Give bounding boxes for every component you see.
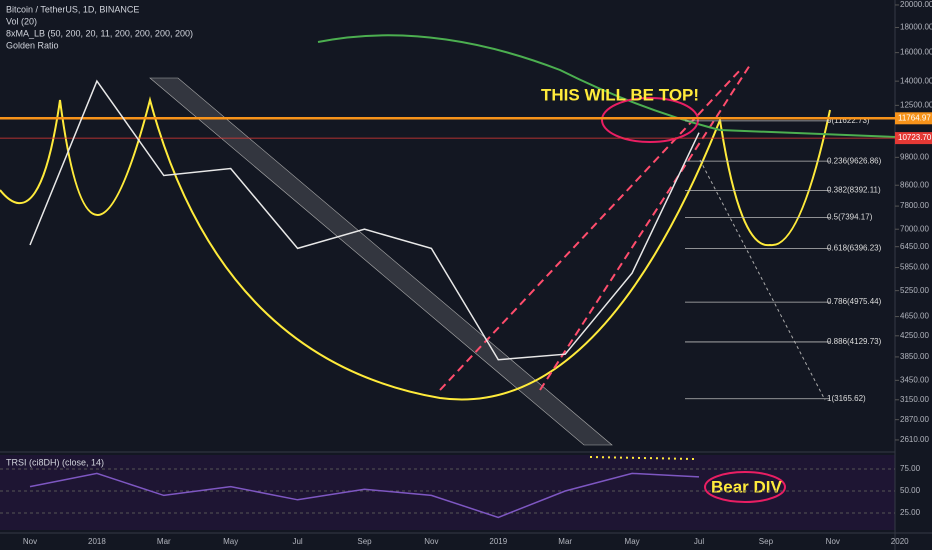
y-tick-label: 2870.00	[900, 415, 929, 424]
indicator-label: Golden Ratio	[6, 40, 59, 50]
fib-label: 0.5(7394.17)	[827, 213, 873, 222]
y-tick-label: 16000.00	[900, 48, 932, 57]
price-badge	[895, 132, 932, 145]
fib-label: 1(3165.62)	[827, 394, 866, 403]
y-tick-label: 4650.00	[900, 312, 929, 321]
fib-label: 0.886(4129.73)	[827, 337, 882, 346]
y-tick-label: 50.00	[900, 486, 921, 495]
projection-curve	[0, 96, 831, 401]
fib-label: 0.236(9626.86)	[827, 156, 882, 165]
x-tick-label: Sep	[759, 537, 774, 546]
y-tick-label: 2610.00	[900, 435, 929, 444]
y-tick-label: 75.00	[900, 464, 921, 473]
x-tick-label: 2019	[489, 537, 507, 546]
price-line-series	[29, 79, 700, 361]
y-tick-label: 8600.00	[900, 180, 929, 189]
y-tick-label: 20000.00	[900, 0, 932, 9]
fib-label: 0(11622.73)	[827, 116, 870, 125]
y-tick-label: 18000.00	[900, 23, 932, 32]
fib-label: 0.618(6396.23)	[827, 244, 882, 253]
y-tick-label: 9800.00	[900, 152, 929, 161]
fib-label: 0.382(8392.11)	[827, 186, 881, 195]
x-tick-label: Jul	[292, 537, 302, 546]
indicator-label: Vol (20)	[6, 16, 37, 26]
highlight	[601, 97, 699, 143]
y-tick-label: 5250.00	[900, 286, 929, 295]
x-tick-label: Nov	[23, 537, 37, 546]
y-tick-label: 12500.00	[900, 100, 932, 109]
price-badge	[895, 112, 932, 125]
y-tick-label: 4250.00	[900, 331, 929, 340]
y-tick-label: 3450.00	[900, 375, 929, 384]
x-tick-label: Nov	[424, 537, 438, 546]
indicator-label: 8xMA_LB (50, 200, 20, 11, 200, 200, 200,…	[6, 28, 193, 38]
y-tick-label: 6450.00	[900, 242, 929, 251]
annotation: Bear DIV	[711, 477, 783, 496]
annotation: THIS WILL BE TOP!	[541, 85, 699, 104]
x-tick-label: Jul	[694, 537, 704, 546]
rsi-pane	[0, 455, 895, 530]
y-tick-label: 7800.00	[900, 201, 929, 210]
y-tick-label: 5850.00	[900, 263, 929, 272]
x-tick-label: Nov	[826, 537, 840, 546]
channel	[149, 77, 613, 446]
x-tick-label: 2020	[891, 537, 909, 546]
highlight	[704, 471, 786, 503]
fib-label: 0.786(4975.44)	[827, 297, 882, 306]
price-badge-label: 11764.97	[898, 113, 931, 122]
y-tick-label: 3150.00	[900, 395, 929, 404]
price-badge-label: 10723.70	[898, 133, 932, 142]
x-tick-label: May	[625, 537, 640, 546]
x-tick-label: Mar	[558, 537, 572, 546]
x-tick-label: Sep	[357, 537, 372, 546]
rsi-line	[29, 472, 700, 519]
y-tick-label: 25.00	[900, 508, 921, 517]
x-tick-label: Mar	[157, 537, 171, 546]
rsi-title: TRSI (ci8DH) (close, 14)	[6, 457, 104, 467]
x-tick-label: May	[223, 537, 238, 546]
y-tick-label: 14000.00	[900, 76, 932, 85]
y-tick-label: 7000.00	[900, 224, 929, 233]
y-tick-label: 3850.00	[900, 352, 929, 361]
chart-title: Bitcoin / TetherUS, 1D, BINANCE	[6, 4, 139, 14]
x-tick-label: 2018	[88, 537, 106, 546]
